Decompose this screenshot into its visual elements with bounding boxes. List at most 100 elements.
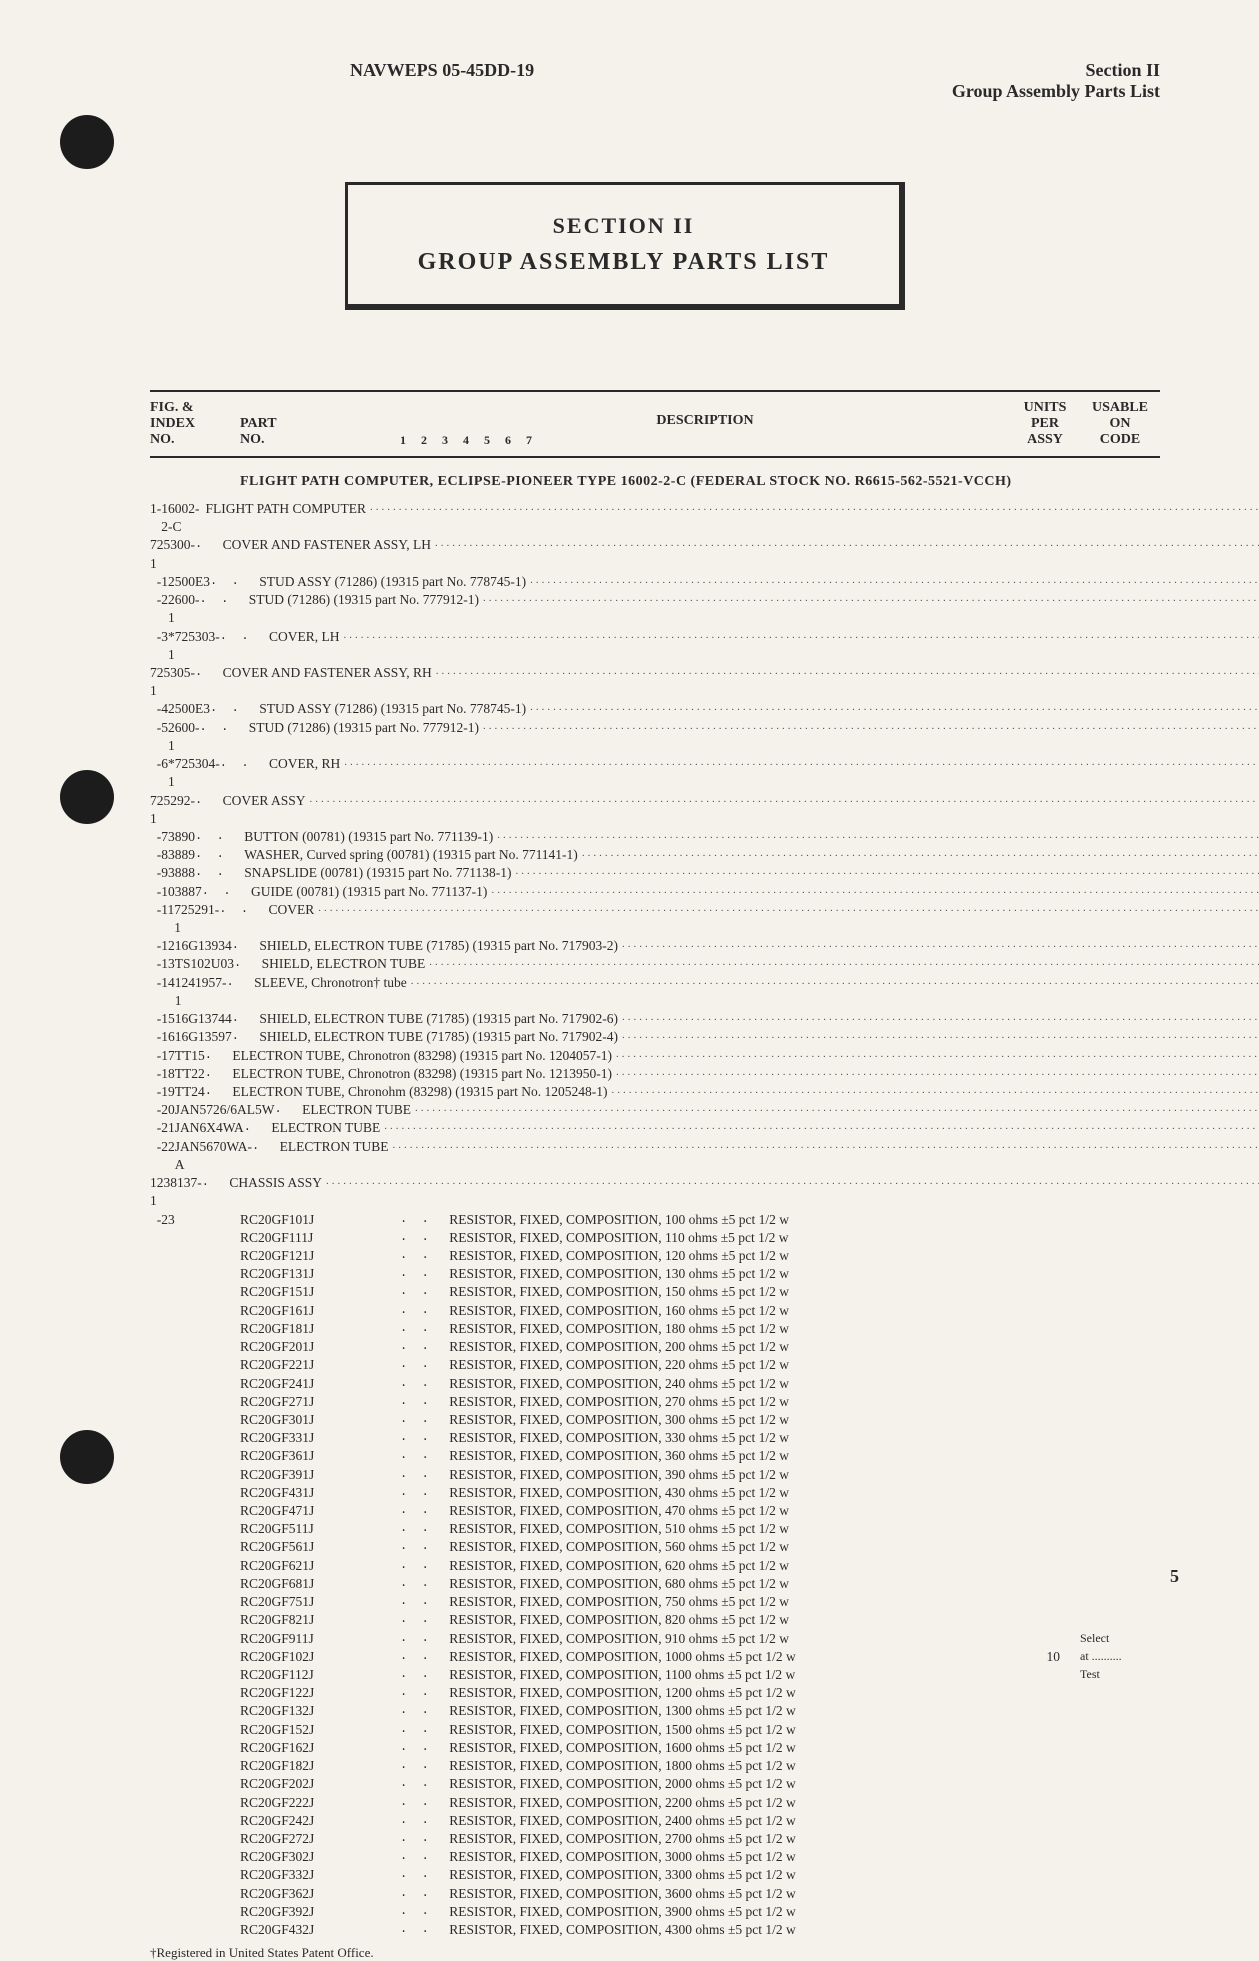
description-text: COVER, LH — [269, 628, 340, 664]
description-cell: . ELECTRON TUBE ........................… — [244, 1119, 1259, 1137]
table-row: RC20GF111J. . RESISTOR, FIXED, COMPOSITI… — [150, 1229, 1160, 1247]
table-row: 1238137-1. CHASSIS ASSY ................… — [150, 1174, 1160, 1210]
units-per-assy — [1010, 1739, 1080, 1757]
col-header: ON — [1080, 416, 1160, 432]
part-number: RC20GF431J — [240, 1484, 400, 1502]
part-number: RC20GF101J — [240, 1211, 400, 1229]
indent-marker: . . — [400, 1611, 449, 1629]
index-number — [150, 1447, 240, 1465]
indent-marker: . . — [400, 1721, 449, 1739]
units-per-assy — [1010, 1702, 1080, 1720]
description-cell: . SLEEVE, Chronotron† tube .............… — [227, 974, 1259, 1010]
part-number: JAN5670WA-A — [175, 1138, 252, 1174]
description-cell: . . RESISTOR, FIXED, COMPOSITION, 1300 o… — [400, 1702, 1010, 1720]
description-text: RESISTOR, FIXED, COMPOSITION, 470 ohms ±… — [449, 1502, 789, 1520]
description-text: RESISTOR, FIXED, COMPOSITION, 110 ohms ±… — [449, 1229, 788, 1247]
description-cell: . . RESISTOR, FIXED, COMPOSITION, 390 oh… — [400, 1466, 1010, 1484]
description-cell: . . RESISTOR, FIXED, COMPOSITION, 1600 o… — [400, 1739, 1010, 1757]
index-number — [150, 1538, 240, 1556]
units-per-assy — [1010, 1229, 1080, 1247]
part-number: RC20GF302J — [240, 1848, 400, 1866]
leader-dots: ........................................… — [388, 1138, 1259, 1174]
table-row: RC20GF132J. . RESISTOR, FIXED, COMPOSITI… — [150, 1702, 1160, 1720]
description-text: RESISTOR, FIXED, COMPOSITION, 560 ohms ±… — [449, 1538, 789, 1556]
part-number: TT22 — [175, 1065, 205, 1083]
parts-table: FIG. & INDEX NO. PART NO. DESCRIPTION 1 … — [150, 390, 1160, 1939]
part-number: RC20GF221J — [240, 1356, 400, 1374]
leader-dots: ........................................… — [339, 628, 1259, 664]
col-header: INDEX — [150, 416, 240, 432]
index-number: -1 — [150, 573, 168, 591]
description-cell: . . RESISTOR, FIXED, COMPOSITION, 680 oh… — [400, 1575, 1010, 1593]
indent-marker: . . — [400, 1648, 449, 1666]
description-cell: . . RESISTOR, FIXED, COMPOSITION, 2000 o… — [400, 1775, 1010, 1793]
description-cell: . . RESISTOR, FIXED, COMPOSITION, 120 oh… — [400, 1247, 1010, 1265]
indent-marker: . . — [400, 1775, 449, 1793]
indent-marker: . . — [400, 1757, 449, 1775]
indent-marker: . . — [195, 828, 244, 846]
table-row: -6*725304-1. . COVER, RH ...............… — [150, 755, 1160, 791]
table-row: -21JAN6X4WA. ELECTRON TUBE .............… — [150, 1119, 1160, 1137]
indent-marker: . — [205, 1065, 233, 1083]
description-text: RESISTOR, FIXED, COMPOSITION, 2400 ohms … — [449, 1812, 796, 1830]
usable-on-code — [1080, 1393, 1160, 1411]
part-number: 3888 — [168, 864, 195, 882]
section-title-box: SECTION II GROUP ASSEMBLY PARTS LIST — [345, 182, 905, 310]
units-per-assy — [1010, 1211, 1080, 1229]
part-number: RC20GF271J — [240, 1393, 400, 1411]
indent-marker: . . — [210, 573, 259, 591]
indent-marker: . . — [400, 1283, 449, 1301]
index-number: -21 — [150, 1119, 175, 1137]
description-cell: . SHIELD, ELECTRON TUBE (71785) (19315 p… — [232, 1028, 1259, 1046]
description-cell: . . STUD ASSY (71286) (19315 part No. 77… — [210, 700, 1259, 718]
table-row: RC20GF112J. . RESISTOR, FIXED, COMPOSITI… — [150, 1666, 1160, 1684]
usable-on-code — [1080, 1484, 1160, 1502]
description-cell: . CHASSIS ASSY .........................… — [202, 1174, 1259, 1210]
description-text: RESISTOR, FIXED, COMPOSITION, 270 ohms ±… — [449, 1393, 789, 1411]
usable-on-code — [1080, 1848, 1160, 1866]
indent-guide: 1 2 3 4 5 6 7 — [400, 433, 1010, 448]
col-header: FIG. & — [150, 400, 240, 416]
table-row: RC20GF392J. . RESISTOR, FIXED, COMPOSITI… — [150, 1903, 1160, 1921]
section-label: Section II — [952, 60, 1160, 81]
index-number — [150, 1429, 240, 1447]
indent-marker: . . — [400, 1575, 449, 1593]
description-cell: . . RESISTOR, FIXED, COMPOSITION, 240 oh… — [400, 1375, 1010, 1393]
units-per-assy — [1010, 1265, 1080, 1283]
index-number — [150, 1557, 240, 1575]
description-text: RESISTOR, FIXED, COMPOSITION, 2200 ohms … — [449, 1794, 796, 1812]
part-number: RC20GF102J — [240, 1648, 400, 1666]
index-number — [150, 1484, 240, 1502]
table-row: -1616G13597. SHIELD, ELECTRON TUBE (7178… — [150, 1028, 1160, 1046]
index-number — [150, 1830, 240, 1848]
units-per-assy — [1010, 1429, 1080, 1447]
leader-dots: ........................................… — [340, 755, 1259, 791]
description-text: ELECTRON TUBE — [302, 1101, 411, 1119]
description-cell: . . RESISTOR, FIXED, COMPOSITION, 3300 o… — [400, 1866, 1010, 1884]
units-per-assy: 10 — [1010, 1648, 1080, 1666]
index-number — [150, 1338, 240, 1356]
description-text: RESISTOR, FIXED, COMPOSITION, 620 ohms ±… — [449, 1557, 789, 1575]
leader-dots: ........................................… — [479, 591, 1259, 627]
description-text: RESISTOR, FIXED, COMPOSITION, 200 ohms ±… — [449, 1338, 789, 1356]
description-text: ELECTRON TUBE, Chronotron (83298) (19315… — [232, 1047, 612, 1065]
units-per-assy — [1010, 1885, 1080, 1903]
table-row: RC20GF221J. . RESISTOR, FIXED, COMPOSITI… — [150, 1356, 1160, 1374]
description-cell: . . RESISTOR, FIXED, COMPOSITION, 2200 o… — [400, 1794, 1010, 1812]
units-per-assy — [1010, 1466, 1080, 1484]
usable-on-code: Select — [1080, 1630, 1160, 1648]
index-number — [150, 1302, 240, 1320]
table-row: 1-16002-2-CFLIGHT PATH COMPUTER ........… — [150, 500, 1160, 536]
indent-marker: . . — [219, 901, 268, 937]
usable-on-code — [1080, 1866, 1160, 1884]
table-row: RC20GF241J. . RESISTOR, FIXED, COMPOSITI… — [150, 1375, 1160, 1393]
usable-on-code — [1080, 1265, 1160, 1283]
part-number: RC20GF122J — [240, 1684, 400, 1702]
units-per-assy — [1010, 1921, 1080, 1939]
index-number — [150, 1885, 240, 1903]
usable-on-code — [1080, 1411, 1160, 1429]
indent-marker: . . — [220, 628, 269, 664]
description-cell: . . COVER, LH ..........................… — [220, 628, 1259, 664]
table-row: -18TT22. ELECTRON TUBE, Chronotron (8329… — [150, 1065, 1160, 1083]
index-number — [150, 1775, 240, 1793]
